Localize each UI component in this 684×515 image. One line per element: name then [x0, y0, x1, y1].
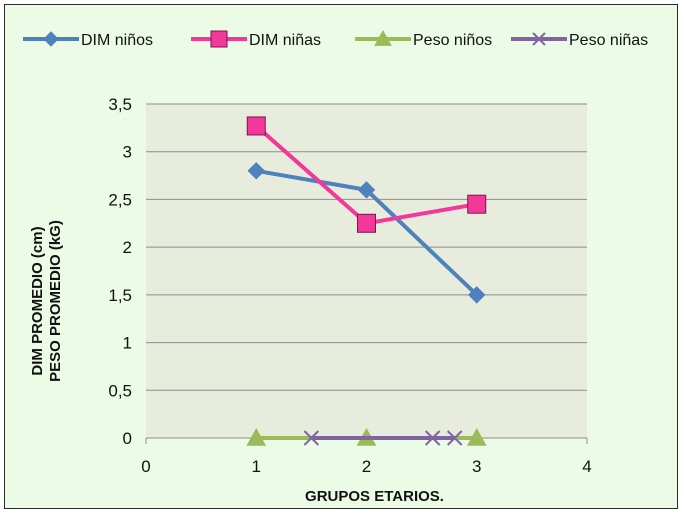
x-axis-title: GRUPOS ETARIOS. — [305, 488, 444, 505]
x-tick-label: 4 — [582, 457, 591, 476]
y-tick-label: 2 — [123, 238, 132, 257]
data-point — [468, 286, 486, 304]
y-axis-title-line: DIM PROMEDIO (cm) — [29, 226, 46, 375]
legend-marker — [532, 32, 546, 46]
x-tick-label: 1 — [252, 457, 261, 476]
series-3 — [303, 430, 463, 446]
y-tick-label: 3 — [123, 143, 132, 162]
data-point — [467, 194, 487, 214]
data-point — [246, 427, 267, 446]
legend-label: Peso niños — [413, 32, 492, 49]
y-tick-label: 2,5 — [108, 190, 132, 209]
data-point — [446, 430, 463, 446]
y-tick-label: 0 — [123, 429, 132, 448]
plot-area — [146, 104, 587, 438]
y-tick-label: 0,5 — [108, 381, 132, 400]
legend-item: DIM niñas — [191, 30, 321, 49]
y-axis-title: DIM PROMEDIO (cm) PESO PROMEDIO (kG) — [29, 220, 64, 382]
data-point — [424, 430, 441, 446]
legend-marker — [210, 30, 228, 48]
series-0 — [247, 162, 486, 304]
series-1 — [246, 116, 487, 233]
data-point — [357, 213, 376, 233]
chart-svg: DIM niños DIM niñas Peso niños Peso niñas 0… — [23, 29, 648, 505]
data-point — [466, 427, 487, 446]
chart-frame: DIM niños DIM niñas Peso niños Peso niñas 0… — [4, 4, 678, 509]
y-tick-label: 3,5 — [108, 95, 132, 114]
y-tick-label: 1,5 — [108, 286, 132, 305]
legend-marker — [374, 29, 392, 46]
legend-label: Peso niñas — [569, 32, 648, 49]
y-axis-ticks: 0 0,5 1 1,5 2 2,5 3 3,5 — [108, 95, 132, 448]
legend-item: Peso niños — [355, 29, 492, 49]
y-tick-label: 1 — [123, 334, 132, 353]
data-point — [357, 181, 376, 199]
x-tick-label: 0 — [141, 457, 150, 476]
legend: DIM niños DIM niñas Peso niños Peso niñas — [23, 29, 648, 49]
x-tick-label: 2 — [362, 457, 371, 476]
x-tick-label: 3 — [472, 457, 481, 476]
legend-marker — [43, 31, 59, 47]
legend-item: Peso niñas — [511, 32, 648, 49]
data-point — [246, 116, 266, 136]
series-layer — [246, 116, 487, 446]
legend-label: DIM niñas — [249, 32, 321, 49]
y-axis-title-line: PESO PROMEDIO (kG) — [47, 220, 64, 382]
data-point — [247, 162, 265, 180]
data-point — [303, 430, 320, 446]
legend-item: DIM niños — [23, 31, 153, 49]
legend-label: DIM niños — [81, 32, 153, 49]
